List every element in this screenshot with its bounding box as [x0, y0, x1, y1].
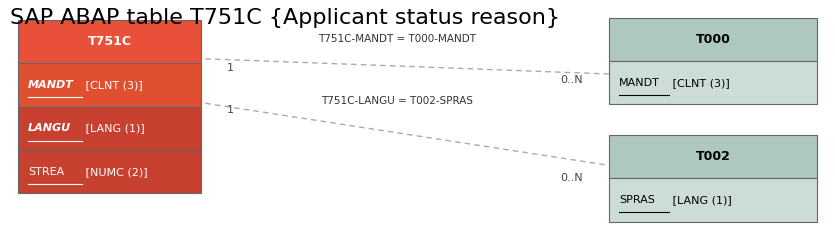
Text: SAP ABAP table T751C {Applicant status reason}: SAP ABAP table T751C {Applicant status r… — [10, 9, 559, 28]
Text: SPRAS: SPRAS — [619, 195, 655, 205]
Text: T002: T002 — [696, 150, 731, 163]
FancyBboxPatch shape — [18, 64, 201, 107]
Text: [CLNT (3)]: [CLNT (3)] — [82, 80, 143, 90]
Text: LANGU: LANGU — [28, 123, 71, 133]
FancyBboxPatch shape — [609, 135, 817, 178]
Text: T751C: T751C — [88, 35, 132, 48]
Text: [NUMC (2)]: [NUMC (2)] — [82, 167, 148, 177]
Text: 1: 1 — [227, 63, 234, 73]
FancyBboxPatch shape — [18, 20, 201, 64]
Text: MANDT: MANDT — [619, 78, 660, 88]
Text: [LANG (1)]: [LANG (1)] — [669, 195, 731, 205]
Text: T751C-LANGU = T002-SPRAS: T751C-LANGU = T002-SPRAS — [321, 96, 473, 106]
FancyBboxPatch shape — [609, 18, 817, 61]
FancyBboxPatch shape — [18, 150, 201, 193]
FancyBboxPatch shape — [18, 107, 201, 150]
Text: T000: T000 — [696, 33, 731, 46]
FancyBboxPatch shape — [609, 61, 817, 105]
Text: 0..N: 0..N — [560, 75, 583, 85]
Text: MANDT: MANDT — [28, 80, 73, 90]
Text: [CLNT (3)]: [CLNT (3)] — [669, 78, 730, 88]
FancyBboxPatch shape — [609, 178, 817, 222]
Text: T751C-MANDT = T000-MANDT: T751C-MANDT = T000-MANDT — [317, 34, 476, 44]
Text: 0..N: 0..N — [560, 173, 583, 183]
Text: 1: 1 — [227, 105, 234, 115]
Text: STREA: STREA — [28, 167, 64, 177]
Text: [LANG (1)]: [LANG (1)] — [82, 123, 144, 133]
